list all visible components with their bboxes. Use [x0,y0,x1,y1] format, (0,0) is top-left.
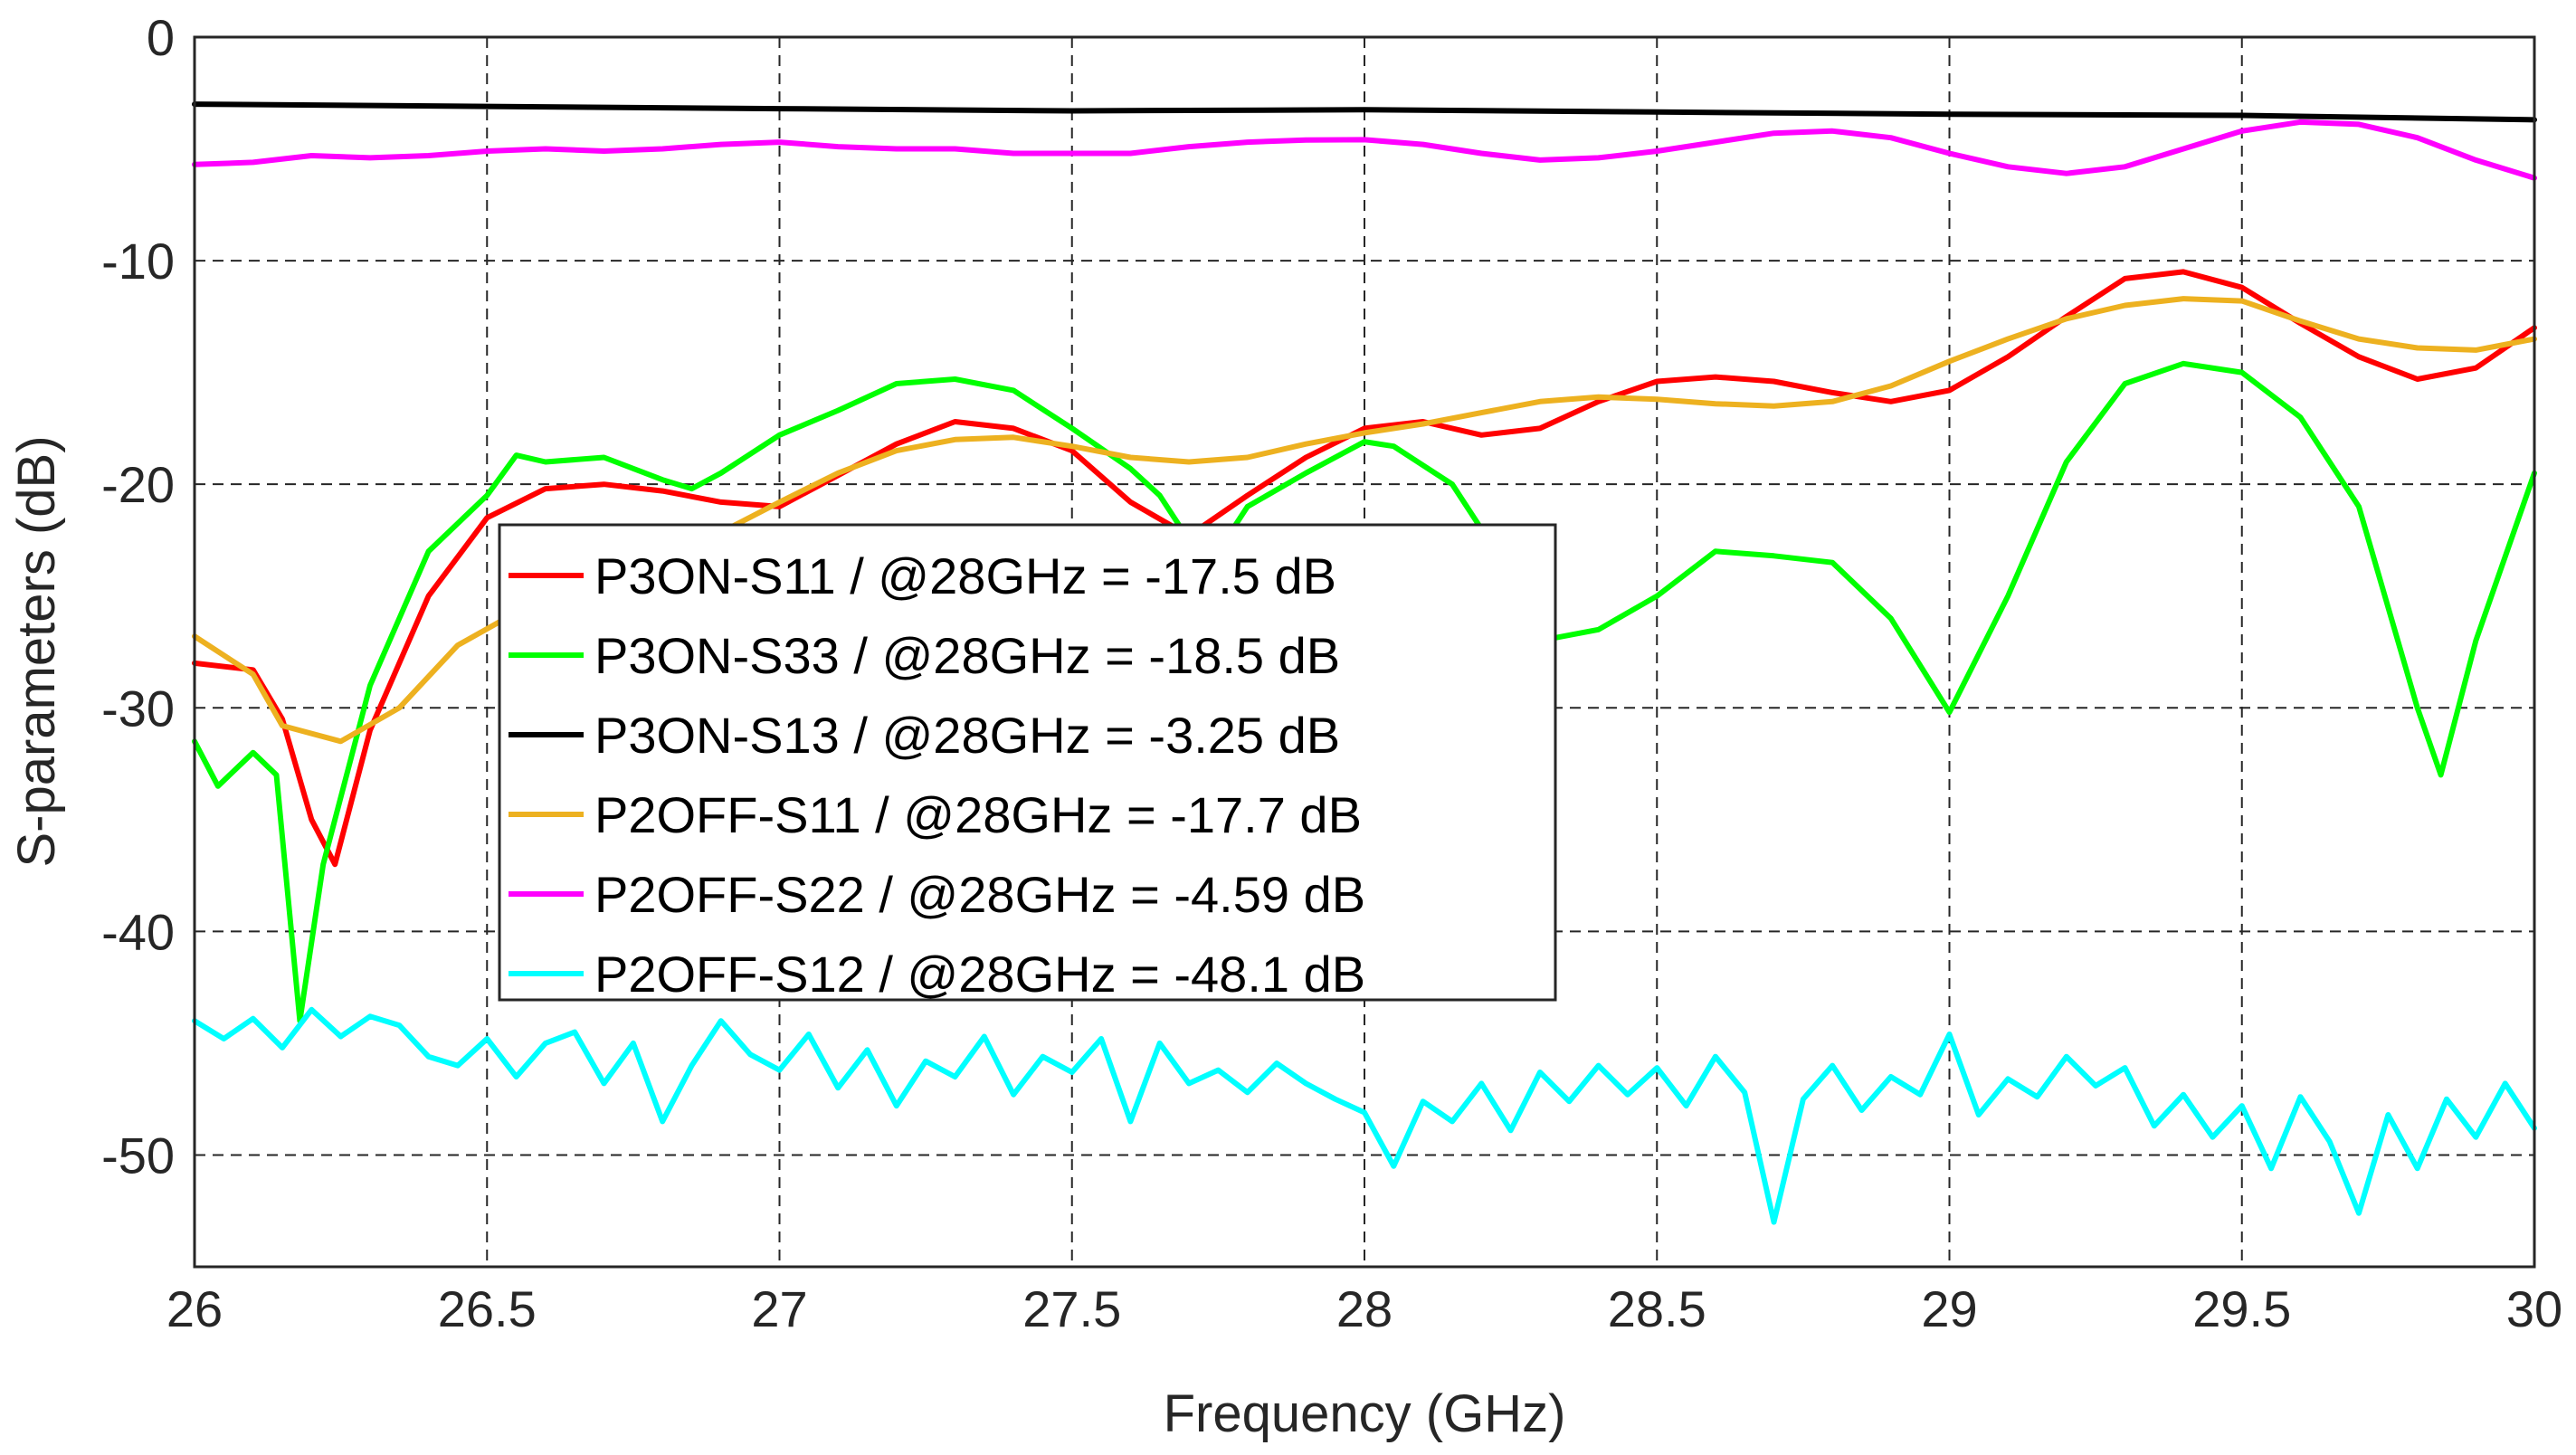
series-line [192,360,2537,1024]
tick-labels: 26 26.5 27 27.5 28 28.5 29 29.5 30 0 -10 -20 -30 -40 -… [101,9,2562,1337]
x-tick-label: 28.5 [1608,1280,1706,1337]
x-tick-label: 29 [1921,1280,1977,1337]
x-tick-label: 30 [2506,1280,2562,1337]
series-line [192,101,2537,123]
x-tick-label: 29.5 [2192,1280,2291,1337]
x-tick-label: 26.5 [438,1280,537,1337]
x-tick-label: 27 [751,1280,807,1337]
series-line [192,269,2537,868]
legend-label: P2OFF-S12 / @28GHz = -48.1 dB [594,946,1365,1003]
y-tick-label: -20 [101,456,175,513]
y-tick-label: -10 [101,233,175,290]
y-tick-label: -50 [101,1127,175,1184]
legend-items: P3ON-S11 / @28GHz = -17.5 dB P3ON-S33 / @… [509,547,1365,1003]
legend-label: P2OFF-S11 / @28GHz = -17.7 dB [594,786,1362,843]
plot-frame [193,35,2536,1269]
y-axis-label: S-parameters (dB) [7,435,66,867]
series-line [192,1006,2537,1225]
y-tick-label: 0 [147,9,175,66]
y-tick-label: -30 [101,680,175,737]
legend-box [498,523,1557,1002]
y-tick-label: -40 [101,903,175,960]
x-axis-label: Frequency (GHz) [1164,1384,1566,1443]
legend-label: P3ON-S11 / @28GHz = -17.5 dB [594,547,1336,604]
series-line [192,119,2537,181]
legend-label: P3ON-S13 / @28GHz = -3.25 dB [594,707,1340,764]
x-tick-label: 28 [1336,1280,1393,1337]
x-tick-label: 27.5 [1022,1280,1121,1337]
legend: P3ON-S11 / @28GHz = -17.5 dB P3ON-S33 / @… [498,523,1557,1003]
legend-label: P2OFF-S22 / @28GHz = -4.59 dB [594,866,1365,923]
legend-label: P3ON-S33 / @28GHz = -18.5 dB [594,627,1340,684]
x-tick-label: 26 [166,1280,223,1337]
